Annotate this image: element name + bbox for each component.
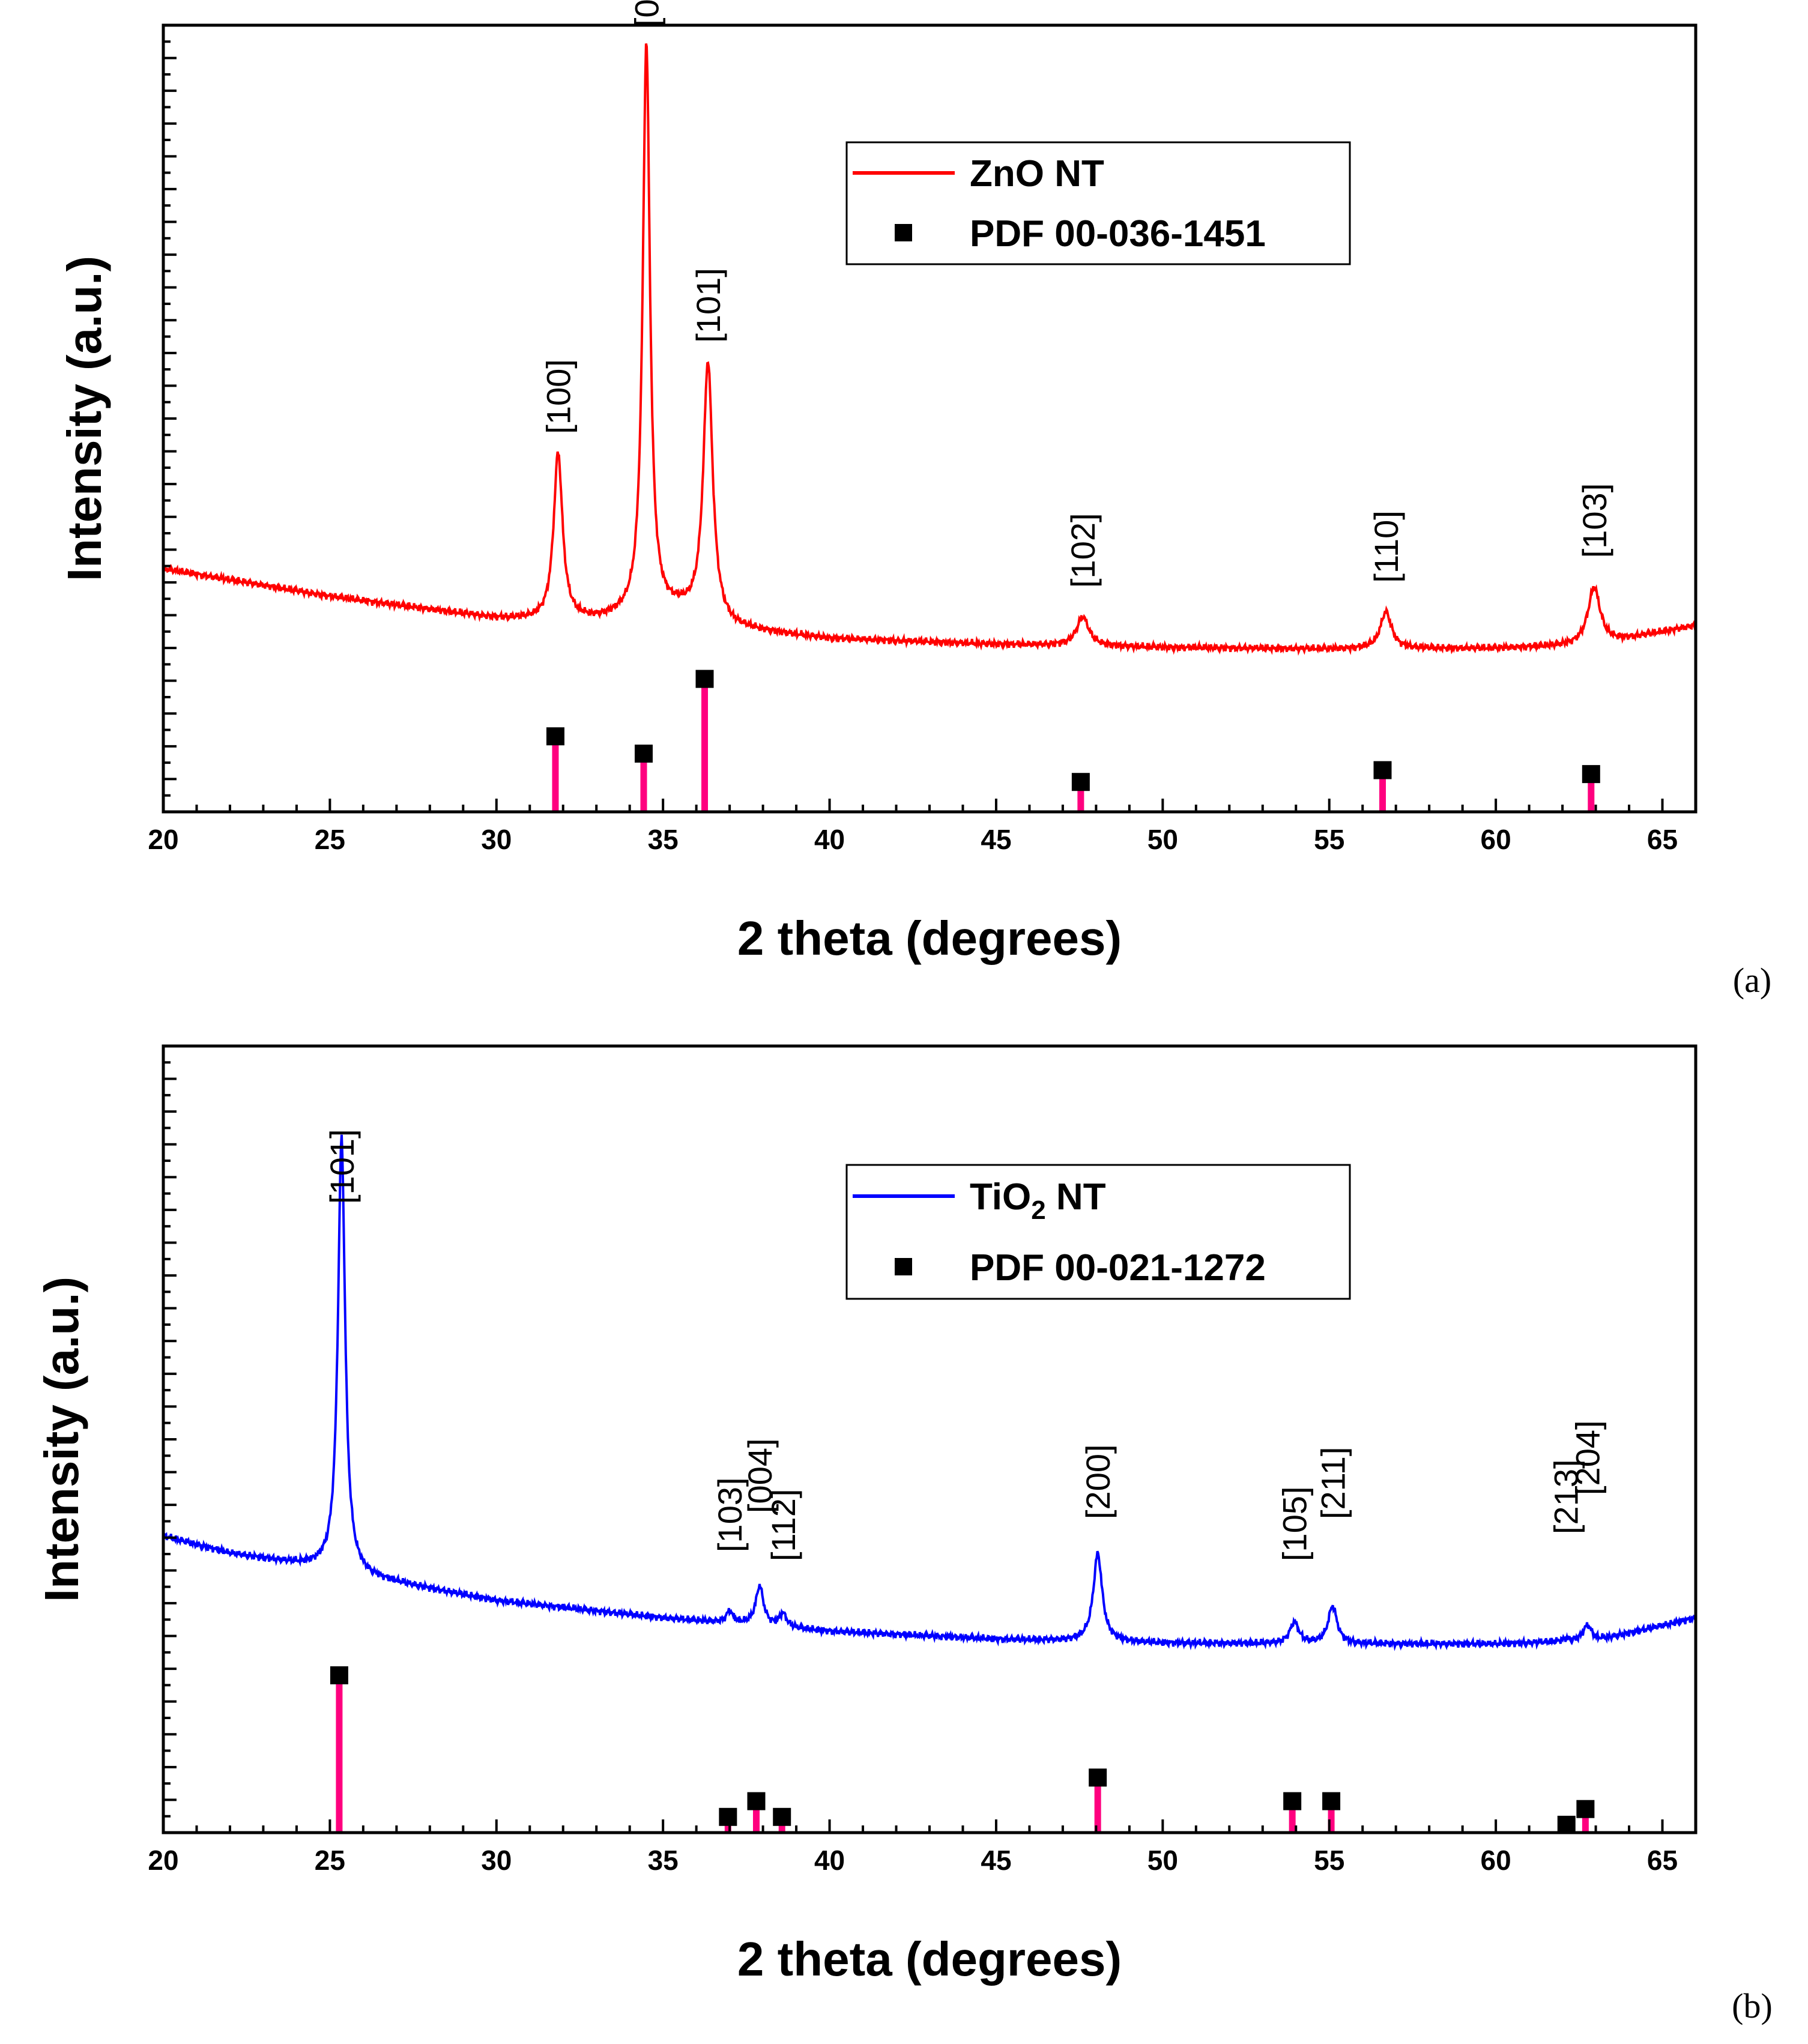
panel-b-reference-marker-8	[1557, 1815, 1576, 1834]
panel-b-xrd-pattern-line	[162, 1134, 1697, 1651]
panel-b-legend-marker-swatch	[895, 1258, 912, 1275]
panel-b-legend: TiO2 NT PDF 00-021-1272	[845, 1164, 1351, 1300]
panel-a-x-tick-label-20: 20	[148, 824, 178, 855]
panel-a-peak-label-1: [100]	[539, 359, 577, 434]
panel-b-y-axis-title: Intensity (a.u.)	[35, 1277, 88, 1602]
panel-b-legend-line-label: TiO2 NT	[970, 1176, 1106, 1225]
panel-a-x-tick-label-40: 40	[814, 824, 845, 855]
panel-b-reference-marker-3	[747, 1792, 766, 1810]
panel-a-x-ticks: 20 25 30 35 40 45 50 55 60 65	[148, 40, 1697, 855]
panel-b-x-tick-label-55: 55	[1314, 1845, 1344, 1876]
panel-b-x-axis-title: 2 theta (degrees)	[737, 1932, 1122, 1986]
panel-b-legend-line-label-suffix: NT	[1046, 1176, 1106, 1218]
panel-b-peak-label-9: [204]	[1569, 1420, 1607, 1495]
panel-a-legend-box	[845, 141, 1351, 265]
panel-a-legend-marker-swatch	[895, 224, 912, 241]
panel-b-x-tick-label-20: 20	[148, 1845, 178, 1876]
panel-b-reference-marker-2	[719, 1807, 737, 1826]
panel-a-x-tick-label-45: 45	[981, 824, 1011, 855]
panel-b-legend-box	[845, 1164, 1351, 1300]
panel-b-peak-label-1: [101]	[323, 1129, 361, 1204]
panel-b-reference-marker-1	[330, 1666, 348, 1684]
panel-b-x-tick-label-60: 60	[1481, 1845, 1511, 1876]
panel-a-x-tick-label-55: 55	[1314, 824, 1344, 855]
panel-b-x-tick-label-35: 35	[648, 1845, 679, 1876]
panel-b-legend-line-label-main: TiO	[970, 1176, 1031, 1218]
panel-b-reference-marker-6	[1283, 1792, 1302, 1810]
panel-b-reference-marker-4	[773, 1807, 791, 1826]
panel-b-x-tick-label-25: 25	[315, 1845, 345, 1876]
panel-a-x-axis-title: 2 theta (degrees)	[737, 912, 1122, 965]
panel-a-reference-marker-3	[695, 670, 714, 688]
panel-b-x-ticks: 20 25 30 35 40 45 50 55 60 65	[148, 1061, 1697, 1876]
panel-a-legend-line-label: ZnO NT	[970, 153, 1104, 195]
panel-a-x-tick-label-25: 25	[315, 824, 345, 855]
panel-b-tag: (b)	[1732, 1986, 1773, 2025]
panel-b-peak-label-8: [213]	[1547, 1459, 1585, 1534]
panel-b-x-tick-label-45: 45	[981, 1845, 1011, 1876]
panel-a-plot-area: [100] [002] [101] [102] [110] [103]	[163, 0, 1697, 812]
panel-b-peak-label-6: [105]	[1276, 1486, 1314, 1561]
panel-b-peak-label-3: [004]	[741, 1438, 779, 1513]
panel-a-tag: (a)	[1733, 961, 1771, 1000]
panel-b-peak-label-7: [211]	[1314, 1447, 1352, 1519]
panel-b-plot-area: [101] [103][004][112] [200] [105][211] [213]…	[162, 1129, 1697, 1834]
panel-a-x-tick-label-30: 30	[481, 824, 512, 855]
panel-a-legend: ZnO NT PDF 00-036-1451	[845, 141, 1351, 265]
panel-a-reference-marker-5	[1373, 761, 1392, 779]
panel-b-x-tick-label-30: 30	[481, 1845, 512, 1876]
panel-a-peak-label-6: [103]	[1576, 483, 1613, 558]
panel-b-peak-label-5: [200]	[1079, 1444, 1117, 1519]
panel-a-legend-marker-label: PDF 00-036-1451	[970, 213, 1266, 255]
panel-b-x-tick-label-50: 50	[1147, 1845, 1178, 1876]
panel-a-y-axis-title: Intensity (a.u.)	[58, 256, 111, 581]
panel-a-x-tick-label-60: 60	[1481, 824, 1511, 855]
panel-b-x-tick-label-65: 65	[1647, 1845, 1678, 1876]
panel-a-xrd-pattern-line	[163, 43, 1697, 656]
panel-a-peak-label-4: [102]	[1064, 513, 1102, 588]
panel-a-peak-label-3: [101]	[689, 268, 727, 343]
panel-a-reference-marker-6	[1582, 765, 1600, 784]
panel-a-x-tick-label-50: 50	[1147, 824, 1178, 855]
panel-b-legend-line-label-subscript: 2	[1031, 1196, 1045, 1225]
panel-a-peak-label-2: [002]	[627, 0, 665, 27]
panel-a-peak-label-5: [110]	[1367, 510, 1405, 582]
panel-b-reference-marker-5	[1089, 1768, 1107, 1787]
panel-b-reference-marker-7	[1322, 1792, 1341, 1810]
panel-a-x-tick-label-65: 65	[1647, 824, 1678, 855]
panel-b-reference-marker-9	[1576, 1800, 1595, 1818]
panel-a: [100] [002] [101] [102] [110] [103] 20 25 30 35 4…	[58, 0, 1771, 1000]
panel-b-peak-label-4: [112]	[764, 1489, 802, 1561]
panel-b: [101] [103][004][112] [200] [105][211] [213]…	[35, 1044, 1773, 2025]
panel-a-reference-marker-4	[1071, 773, 1090, 791]
panel-a-x-tick-label-35: 35	[648, 824, 679, 855]
panel-b-peak-label-2: [103]	[711, 1477, 749, 1552]
panel-b-x-tick-label-40: 40	[814, 1845, 845, 1876]
panel-a-reference-marker-1	[546, 727, 564, 746]
panel-b-legend-marker-label: PDF 00-021-1272	[970, 1247, 1266, 1289]
panel-a-reference-marker-2	[634, 745, 653, 763]
